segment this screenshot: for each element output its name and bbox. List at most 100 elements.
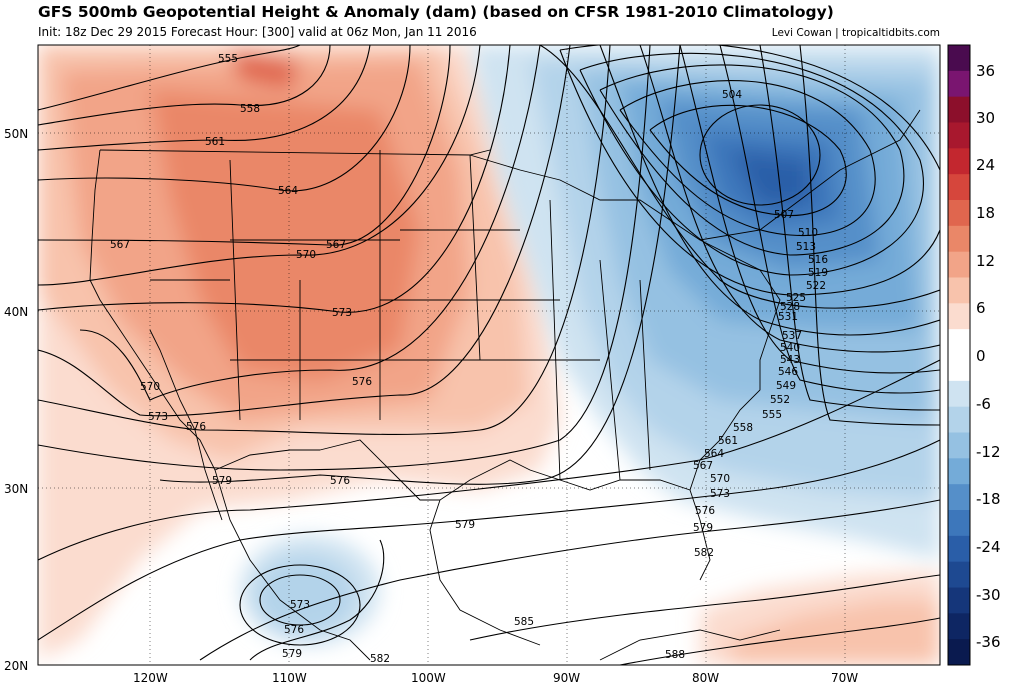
contour-label: 537 [782,330,802,342]
contour-label: 585 [514,616,534,628]
contour-label: 564 [278,185,298,197]
contour-label: 525 [786,292,806,304]
contour-label: 558 [733,422,753,434]
contour-label: 552 [770,394,790,406]
lon-label-70w: 70W [831,671,858,685]
negative-anomaly-field [240,45,940,645]
colorbar-swatch [948,380,970,408]
contour-label: 507 [774,209,794,221]
lon-label-120w: 120W [133,671,168,685]
contour-label: 570 [140,381,160,393]
contour-label: 504 [722,89,742,101]
anomaly-colorbar [948,45,970,666]
colorbar-tick-label: 24 [976,156,995,174]
contour-label: 519 [808,267,828,279]
contour-label: 582 [694,547,714,559]
colorbar-swatch [948,225,970,253]
height-contours [38,45,940,665]
lat-label-20n: 20N [4,659,28,673]
contour-label: 576 [186,421,206,433]
political-boundaries [89,109,921,661]
contour-label: 513 [796,241,816,253]
colorbar-swatch [948,122,970,149]
contour-label: 528 [780,301,800,313]
map-subtitle: Init: 18z Dec 29 2015 Forecast Hour: [30… [38,25,477,39]
colorbar-tick-label: 18 [976,204,995,222]
colorbar-swatch [948,484,970,511]
contour-label: 567 [326,239,346,251]
contour-label: 579 [212,475,232,487]
contour-label: 576 [695,505,715,517]
colorbar-tick-label: 36 [976,62,995,80]
lat-label-50n: 50N [4,127,28,141]
contour-label: 576 [352,376,372,388]
colorbar-swatch [948,174,970,201]
colorbar-swatch [948,432,970,459]
colorbar-swatch [948,96,970,123]
latitude-labels: 50N 40N 30N 20N [4,127,28,673]
contour-labels: 555 558 561 564 567 567 570 573 576 570 … [110,53,828,665]
contour-label: 579 [282,648,302,660]
contour-label: 567 [110,239,130,251]
colorbar-swatch [948,355,970,382]
colorbar-swatch [948,251,970,278]
map-credit: Levi Cowan | tropicaltidbits.com [771,27,940,39]
contour-label: 543 [780,354,800,366]
colorbar-tick-label: 6 [976,299,986,317]
colorbar-swatch [948,639,970,666]
lon-label-100w: 100W [411,671,446,685]
contour-label: 573 [290,599,310,611]
contour-label: 510 [798,227,818,239]
contour-label: 540 [780,342,800,354]
lat-label-40n: 40N [4,305,28,319]
contour-label: 555 [762,409,782,421]
contour-label: 549 [776,380,796,392]
colorbar-tick-label: -36 [976,633,1001,651]
contour-label: 573 [332,307,352,319]
colorbar-swatch [948,458,970,485]
lon-label-80w: 80W [692,671,719,685]
lat-lon-grid [38,45,940,665]
contour-label: 570 [710,473,730,485]
colorbar-tick-label: -24 [976,538,1001,556]
contour-label: 573 [148,411,168,423]
contour-label: 573 [710,488,730,500]
contour-label: 522 [806,280,826,292]
colorbar-tick-label: -12 [976,443,1001,461]
contour-label: 576 [284,624,304,636]
colorbar-swatch [948,303,970,330]
colorbar-frame [947,44,971,666]
map-title: GFS 500mb Geopotential Height & Anomaly … [38,3,834,21]
colorbar-swatch [948,148,970,175]
contour-label: 570 [296,249,316,261]
map-frame [37,44,941,666]
lon-label-110w: 110W [272,671,307,685]
colorbar-swatch [948,200,970,227]
colorbar-swatch [948,406,970,433]
contour-label: 582 [370,653,390,665]
colorbar-tick-label: 30 [976,109,995,127]
colorbar-swatch [948,561,970,588]
contour-label: 576 [330,475,350,487]
contour-label: 588 [665,649,685,661]
colorbar-swatch [948,277,970,304]
colorbar-tick-label: -18 [976,490,1001,508]
colorbar-tick-label: 0 [976,347,986,365]
colorbar-tick-label: -30 [976,586,1001,604]
contour-label: 561 [718,435,738,447]
contour-label: 567 [693,460,713,472]
contour-label: 561 [205,136,225,148]
colorbar-swatch [948,587,970,614]
colorbar-swatch [948,535,970,563]
colorbar-swatch [948,45,970,72]
colorbar-swatch [948,70,970,98]
colorbar-swatch [948,613,970,640]
longitude-labels: 120W 110W 100W 90W 80W 70W [133,671,858,685]
colorbar-swatch [948,329,970,356]
contour-label: 579 [455,519,475,531]
contour-label: 579 [693,522,713,534]
lon-label-90w: 90W [553,671,580,685]
colorbar-tick-label: -6 [976,395,991,413]
contour-label: 564 [704,448,724,460]
